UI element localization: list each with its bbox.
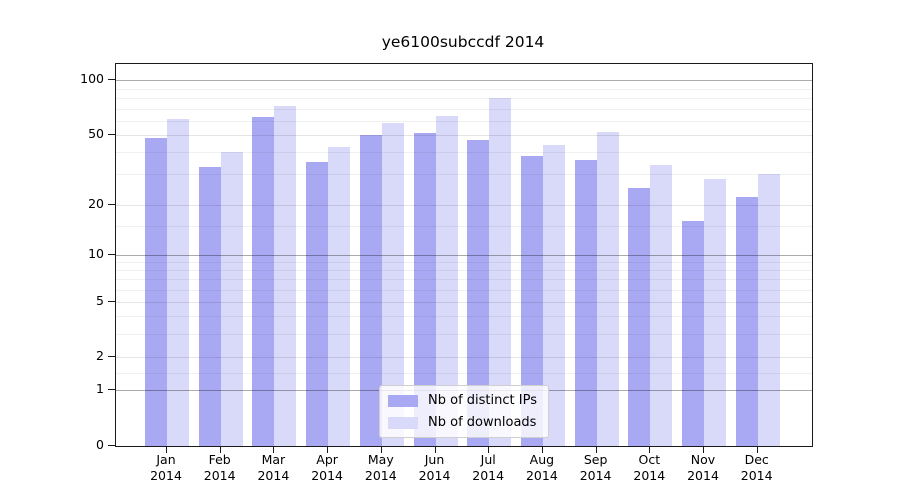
x-tick-label-apr: Apr 2014 xyxy=(311,452,343,483)
x-tick-label-oct: Oct 2014 xyxy=(633,452,666,483)
legend-swatch-downloads xyxy=(388,416,419,429)
bar-feb-2014-downloads xyxy=(220,152,243,446)
bar-nov-2014-distinct-ips xyxy=(682,220,704,446)
y-tick-mark xyxy=(108,356,115,358)
x-tick-mark xyxy=(703,446,704,453)
x-tick-mark xyxy=(649,446,651,453)
y-tick-label-100: 100 xyxy=(80,70,104,86)
legend-label-distinct-ips: Nb of distinct IPs xyxy=(428,393,537,408)
x-tick-mark xyxy=(219,446,221,453)
bar-oct-2014-distinct-ips xyxy=(628,187,651,446)
x-tick-label-mar: Mar 2014 xyxy=(257,452,290,483)
y-tick-mark xyxy=(108,388,115,390)
y-tick-mark xyxy=(108,300,115,302)
bar-feb-2014-distinct-ips xyxy=(198,166,221,446)
chart-title: ye6100subccdf 2014 xyxy=(381,33,545,51)
legend-label-downloads: Nb of downloads xyxy=(428,415,537,430)
bar-mar-2014-distinct-ips xyxy=(252,116,275,446)
bar-apr-2014-downloads xyxy=(328,146,351,446)
x-tick-label-may: May 2014 xyxy=(364,452,397,483)
bars-layer xyxy=(116,64,812,446)
x-tick-label-jun: Jun 2014 xyxy=(418,452,451,483)
x-tick-label-feb: Feb 2014 xyxy=(203,452,236,483)
x-tick-label-aug: Aug 2014 xyxy=(525,452,558,483)
y-tick-label-10: 10 xyxy=(88,245,104,261)
bar-dec-2014-distinct-ips xyxy=(735,197,758,446)
bar-nov-2014-downloads xyxy=(704,179,726,446)
bar-may-2014-distinct-ips xyxy=(359,134,382,446)
x-tick-mark xyxy=(434,446,436,453)
y-tick-mark xyxy=(108,445,115,446)
legend-swatch-distinct-ips xyxy=(388,394,419,407)
y-tick-label-0: 0 xyxy=(96,437,104,452)
bar-aug-2014-distinct-ips xyxy=(520,156,543,446)
x-tick-mark xyxy=(595,446,597,453)
x-tick-mark xyxy=(273,446,275,453)
bar-mar-2014-downloads xyxy=(274,106,297,446)
bar-sep-2014-downloads xyxy=(596,131,619,446)
x-tick-label-jan: Jan 2014 xyxy=(150,452,182,483)
legend-item-downloads: Nb of downloads xyxy=(388,413,537,432)
x-tick-label-nov: Nov 2014 xyxy=(687,452,719,483)
plot-area: Nb of distinct IPs Nb of downloads xyxy=(115,63,813,447)
y-tick-mark xyxy=(108,253,115,255)
legend-item-distinct-ips: Nb of distinct IPs xyxy=(388,391,537,410)
bar-aug-2014-downloads xyxy=(542,144,565,446)
x-tick-label-sep: Sep 2014 xyxy=(579,452,612,483)
y-tick-label-20: 20 xyxy=(88,195,104,211)
legend: Nb of distinct IPs Nb of downloads xyxy=(379,385,549,438)
y-tick-label-50: 50 xyxy=(88,125,104,141)
x-tick-mark xyxy=(327,446,329,453)
x-tick-mark xyxy=(380,446,382,453)
bar-jan-2014-downloads xyxy=(167,119,189,446)
bar-jul-2014-distinct-ips xyxy=(467,139,490,446)
bar-dec-2014-downloads xyxy=(757,174,780,446)
bar-jul-2014-downloads xyxy=(489,97,512,446)
y-tick-mark xyxy=(108,79,115,80)
bar-jan-2014-distinct-ips xyxy=(145,138,167,446)
bar-jun-2014-downloads xyxy=(435,115,458,446)
x-tick-label-dec: Dec 2014 xyxy=(740,452,773,483)
bar-sep-2014-distinct-ips xyxy=(574,160,597,446)
y-tick-mark xyxy=(108,133,115,135)
y-tick-label-2: 2 xyxy=(96,348,104,364)
bar-apr-2014-distinct-ips xyxy=(306,162,329,446)
x-tick-mark xyxy=(488,446,490,453)
x-tick-mark xyxy=(166,446,167,453)
bar-oct-2014-downloads xyxy=(650,164,673,446)
bar-may-2014-downloads xyxy=(381,123,404,446)
bar-jun-2014-distinct-ips xyxy=(413,133,436,446)
x-tick-label-jul: Jul 2014 xyxy=(472,452,505,483)
y-tick-label-1: 1 xyxy=(96,380,104,396)
x-tick-mark xyxy=(756,446,758,453)
y-tick-mark xyxy=(108,203,115,205)
x-tick-mark xyxy=(541,446,543,453)
y-tick-label-5: 5 xyxy=(96,292,104,308)
